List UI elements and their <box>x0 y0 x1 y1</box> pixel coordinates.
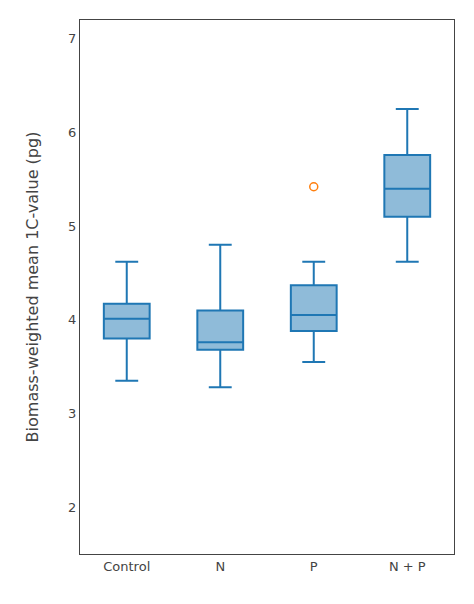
svg-text:4: 4 <box>68 312 76 327</box>
svg-text:Biomass-weighted mean 1C-value: Biomass-weighted mean 1C-value (pg) <box>23 132 42 443</box>
svg-text:3: 3 <box>68 406 76 421</box>
svg-text:7: 7 <box>68 31 76 46</box>
svg-text:N + P: N + P <box>389 559 426 574</box>
svg-text:N: N <box>215 559 225 574</box>
svg-text:2: 2 <box>68 500 76 515</box>
svg-text:P: P <box>310 559 318 574</box>
svg-text:Control: Control <box>103 559 150 574</box>
svg-text:5: 5 <box>68 219 76 234</box>
svg-text:6: 6 <box>68 125 76 140</box>
